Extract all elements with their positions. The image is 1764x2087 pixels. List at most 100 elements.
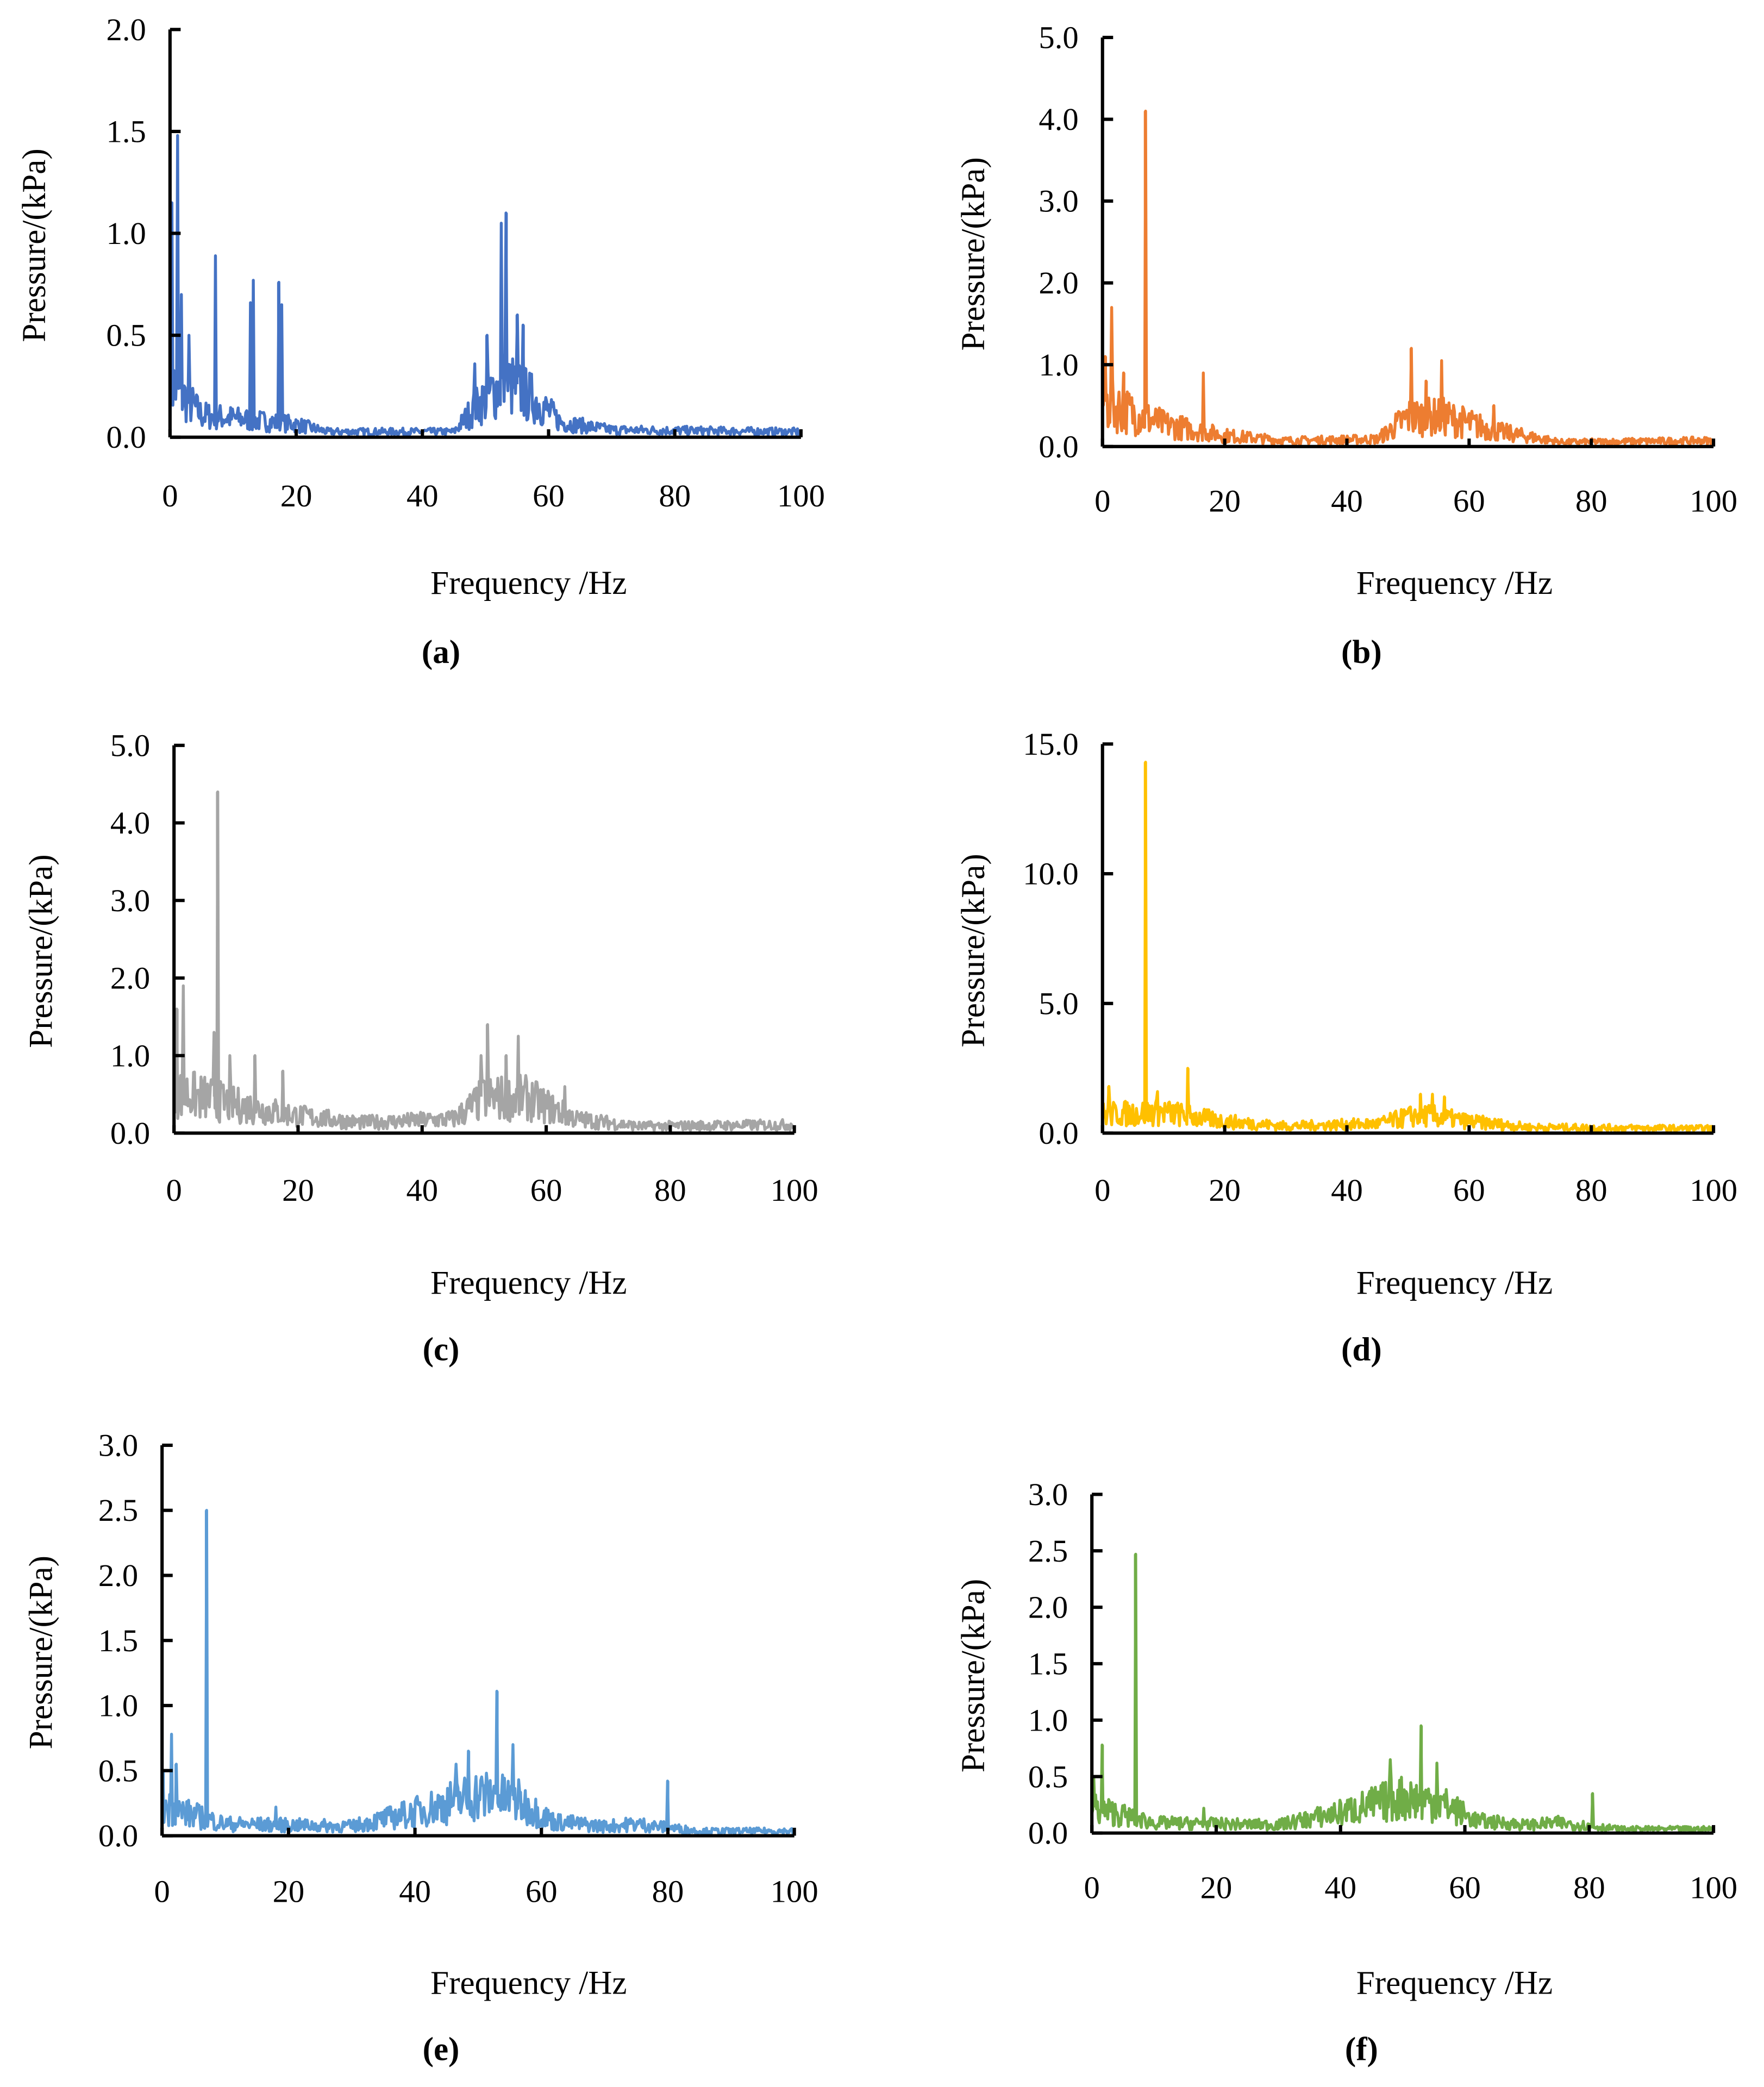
y-tick-label: 2.5 xyxy=(1028,1533,1068,1569)
y-tick-label: 5.0 xyxy=(1039,986,1078,1021)
data-series-line xyxy=(1101,109,1715,447)
x-tick-label: 20 xyxy=(1209,1173,1241,1208)
y-tick-label: 15.0 xyxy=(1023,726,1079,762)
panel-caption: (e) xyxy=(423,2032,460,2068)
x-tick-label: 60 xyxy=(1453,1173,1485,1208)
y-tick-label: 0.0 xyxy=(1039,429,1078,464)
x-tick-label: 60 xyxy=(1449,1870,1481,1905)
chart-panel-b: 0.0 1.0 2.0 3.0 4.0 5.0 0 20 40 60 80 100 Frequency … xyxy=(955,20,1737,671)
x-tick-label: 80 xyxy=(1573,1870,1605,1905)
x-tick-label: 0 xyxy=(162,478,178,513)
y-tick-label: 2.0 xyxy=(1039,265,1078,300)
panel-caption: (f) xyxy=(1345,2032,1378,2068)
y-tick-label: 1.0 xyxy=(98,1688,138,1724)
y-tick-label: 5.0 xyxy=(110,728,150,763)
x-tick-label: 100 xyxy=(1690,1870,1737,1905)
y-tick-label: 3.0 xyxy=(110,883,150,918)
x-tick-label: 60 xyxy=(1453,484,1485,519)
x-axis-title: Frequency /Hz xyxy=(430,565,627,601)
y-tick-label: 2.0 xyxy=(107,12,146,47)
x-tick-label: 80 xyxy=(654,1173,686,1208)
y-tick-label: 0.0 xyxy=(107,419,146,455)
y-tick-label: 1.5 xyxy=(107,114,146,149)
x-axis-title: Frequency /Hz xyxy=(430,1965,627,2001)
x-tick-label: 20 xyxy=(280,478,312,513)
chart-panel-d: 0.0 5.0 10.0 15.0 0 20 40 60 80 100 Frequency /Hz P… xyxy=(955,726,1737,1368)
y-tick-label: 2.0 xyxy=(110,961,150,996)
y-tick-label: 1.0 xyxy=(107,216,146,251)
y-axis-title: Pressure/(kPa) xyxy=(955,854,992,1047)
y-tick-label: 2.0 xyxy=(98,1558,138,1593)
y-tick-label: 10.0 xyxy=(1023,856,1079,892)
y-tick-label: 0.5 xyxy=(98,1753,138,1788)
x-axis-title: Frequency /Hz xyxy=(1356,1265,1553,1301)
y-tick-label: 4.0 xyxy=(1039,102,1078,137)
chart-panel-e: 0.0 0.5 1.0 1.5 2.0 2.5 3.0 0 20 40 60 80 100 Frequen… xyxy=(23,1427,818,2067)
x-tick-label: 0 xyxy=(1094,1173,1110,1208)
y-tick-label: 0.0 xyxy=(1039,1115,1078,1151)
y-tick-label: 1.5 xyxy=(98,1623,138,1658)
x-tick-label: 0 xyxy=(166,1173,182,1208)
x-tick-label: 100 xyxy=(1690,484,1737,519)
x-tick-label: 100 xyxy=(1690,1173,1737,1208)
y-tick-label: 2.0 xyxy=(1028,1590,1068,1625)
data-series-line xyxy=(1101,761,1715,1133)
chart-panel-a: 0.0 0.5 1.0 1.5 2.0 0 20 40 60 80 100 Frequency /Hz… xyxy=(16,12,825,670)
x-tick-label: 80 xyxy=(652,1874,684,1909)
chart-panel-f: 0.0 0.5 1.0 1.5 2.0 2.5 3.0 0 20 40 60 80 100 Frequen… xyxy=(955,1477,1737,2068)
data-series-line xyxy=(1090,1552,1715,1833)
y-axis-title: Pressure/(kPa) xyxy=(23,1556,59,1749)
y-tick-label: 1.0 xyxy=(1039,347,1078,383)
x-tick-label: 60 xyxy=(533,478,565,513)
y-tick-label: 0.0 xyxy=(98,1818,138,1853)
x-tick-label: 100 xyxy=(771,1173,818,1208)
x-tick-label: 40 xyxy=(399,1874,431,1909)
x-tick-label: 100 xyxy=(777,478,825,513)
x-tick-label: 40 xyxy=(406,1173,438,1208)
y-tick-label: 4.0 xyxy=(110,805,150,841)
chart-panel-c: 0.0 1.0 2.0 3.0 4.0 5.0 0 20 40 60 80 100 Frequency … xyxy=(23,728,818,1368)
x-tick-label: 0 xyxy=(154,1874,170,1909)
y-axis-title: Pressure/(kPa) xyxy=(955,1579,992,1772)
y-tick-label: 0.5 xyxy=(107,318,146,353)
x-tick-label: 20 xyxy=(1209,484,1241,519)
data-series-line xyxy=(168,134,802,437)
x-tick-label: 80 xyxy=(659,478,691,513)
x-tick-label: 40 xyxy=(1324,1870,1356,1905)
y-tick-label: 5.0 xyxy=(1039,20,1078,55)
y-axis-title: Pressure/(kPa) xyxy=(23,854,59,1048)
x-tick-label: 60 xyxy=(526,1874,558,1909)
y-tick-label: 0.5 xyxy=(1028,1759,1068,1794)
y-axis-title: Pressure/(kPa) xyxy=(16,148,53,342)
y-tick-label: 0.0 xyxy=(110,1115,150,1151)
x-tick-label: 80 xyxy=(1575,1173,1607,1208)
x-tick-label: 20 xyxy=(282,1173,314,1208)
x-tick-label: 40 xyxy=(1331,484,1363,519)
x-tick-label: 80 xyxy=(1575,484,1607,519)
x-tick-label: 20 xyxy=(1200,1870,1233,1905)
x-axis-title: Frequency /Hz xyxy=(430,1265,627,1301)
y-tick-label: 1.0 xyxy=(110,1038,150,1073)
y-tick-label: 3.0 xyxy=(1039,184,1078,219)
x-tick-label: 60 xyxy=(530,1173,562,1208)
x-tick-label: 20 xyxy=(273,1874,305,1909)
y-axis-title: Pressure/(kPa) xyxy=(955,157,992,350)
x-axis-title: Frequency /Hz xyxy=(1356,565,1553,601)
x-tick-label: 100 xyxy=(771,1874,818,1909)
y-tick-label: 0.0 xyxy=(1028,1815,1068,1851)
data-series-line xyxy=(172,790,795,1132)
data-series-line xyxy=(160,1508,796,1836)
y-tick-label: 1.0 xyxy=(1028,1702,1068,1738)
y-tick-label: 1.5 xyxy=(1028,1646,1068,1682)
panel-caption: (d) xyxy=(1341,1331,1382,1368)
panel-caption: (b) xyxy=(1341,634,1382,670)
y-tick-label: 3.0 xyxy=(1028,1477,1068,1512)
panel-caption: (c) xyxy=(423,1331,460,1368)
x-tick-label: 40 xyxy=(406,478,439,513)
x-tick-label: 0 xyxy=(1084,1870,1100,1905)
y-tick-label: 2.5 xyxy=(98,1493,138,1528)
x-axis-title: Frequency /Hz xyxy=(1356,1965,1553,2001)
x-tick-label: 0 xyxy=(1094,484,1110,519)
panel-caption: (a) xyxy=(422,634,460,670)
